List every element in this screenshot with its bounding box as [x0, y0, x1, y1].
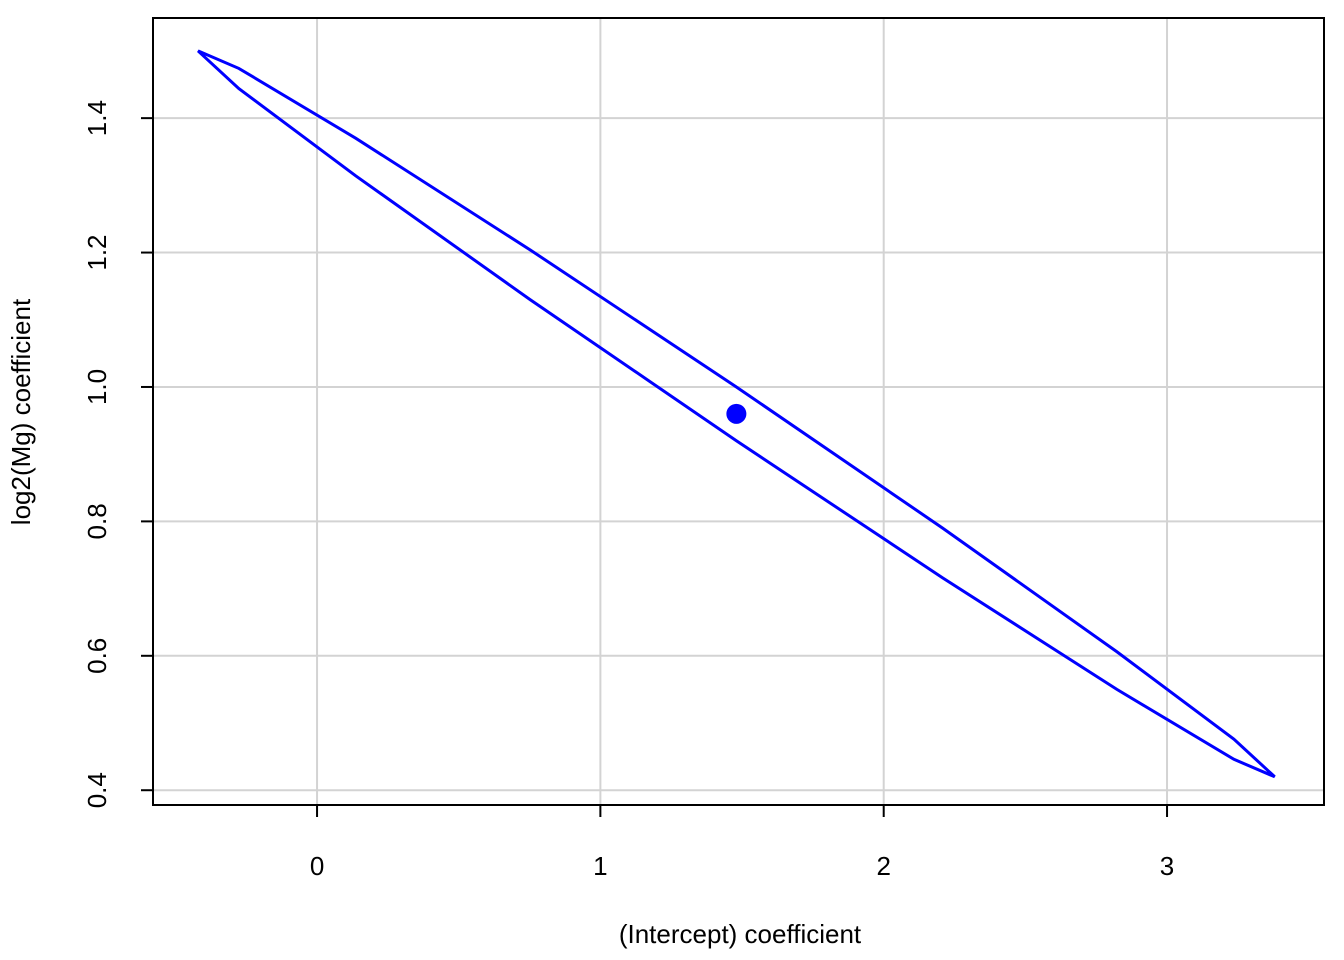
y-tick-label: 0.4	[82, 772, 112, 808]
x-axis-label: (Intercept) coefficient	[619, 919, 862, 949]
x-tick-label: 1	[593, 851, 607, 881]
y-tick-label: 1.0	[82, 369, 112, 405]
y-tick-label: 0.8	[82, 503, 112, 539]
center-point	[726, 403, 747, 424]
x-tick-label: 2	[876, 851, 890, 881]
y-tick-label: 1.2	[82, 234, 112, 270]
y-tick-label: 0.6	[82, 638, 112, 674]
plot-frame	[152, 17, 1325, 806]
x-tick-label: 0	[310, 851, 324, 881]
y-axis-label: log2(Mg) coefficient	[6, 298, 36, 525]
x-tick-label: 3	[1160, 851, 1174, 881]
y-tick-label: 1.4	[82, 100, 112, 136]
confidence-ellipse	[197, 49, 1276, 779]
